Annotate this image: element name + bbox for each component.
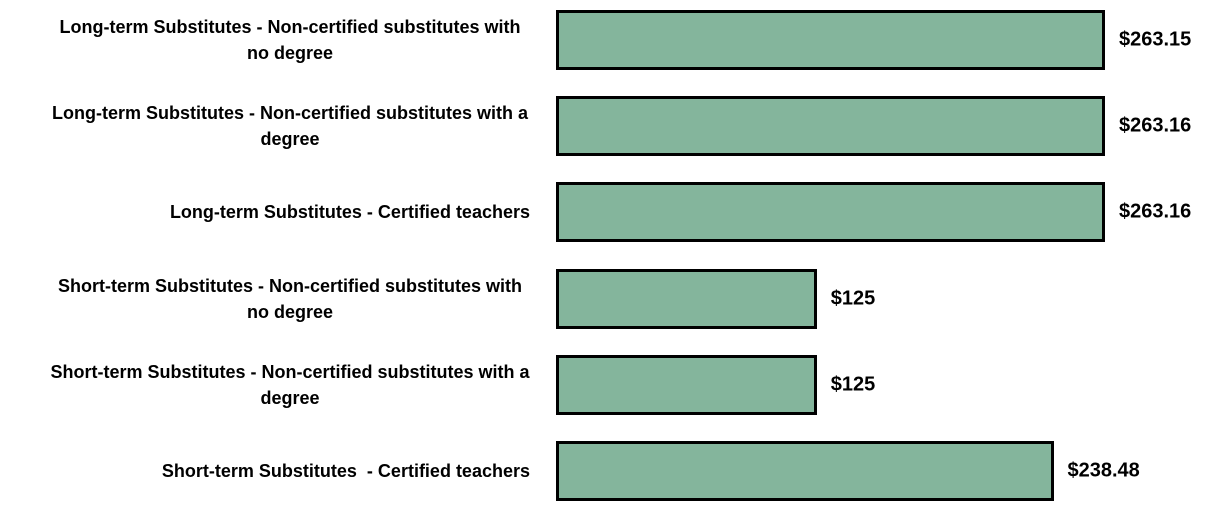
category-label: Long-term Substitutes - Certified teache… bbox=[169, 202, 530, 223]
category-label: Short-term Substitutes - Non-certified s… bbox=[57, 275, 528, 322]
category-label: Long-term Substitutes - Non-certified su… bbox=[59, 17, 526, 63]
value-label: $125 bbox=[830, 287, 876, 310]
value-label: $238.48 bbox=[1067, 459, 1140, 482]
value-label: $125 bbox=[830, 373, 876, 396]
value-label: $263.15 bbox=[1118, 28, 1192, 51]
value-label: $263.16 bbox=[1119, 114, 1192, 137]
bar bbox=[556, 182, 1105, 243]
category-label: Short-term Substitutes - Certified teach… bbox=[161, 461, 530, 481]
category-label: Long-term Substitutes - Non-certified su… bbox=[51, 103, 534, 150]
bar bbox=[556, 96, 1105, 157]
bar bbox=[556, 10, 1105, 70]
bar bbox=[556, 354, 817, 415]
category-label: Short-term Substitutes - Non-certified s… bbox=[50, 361, 535, 408]
bar bbox=[556, 268, 817, 329]
bar bbox=[556, 441, 1054, 501]
value-label: $263.16 bbox=[1119, 200, 1192, 223]
